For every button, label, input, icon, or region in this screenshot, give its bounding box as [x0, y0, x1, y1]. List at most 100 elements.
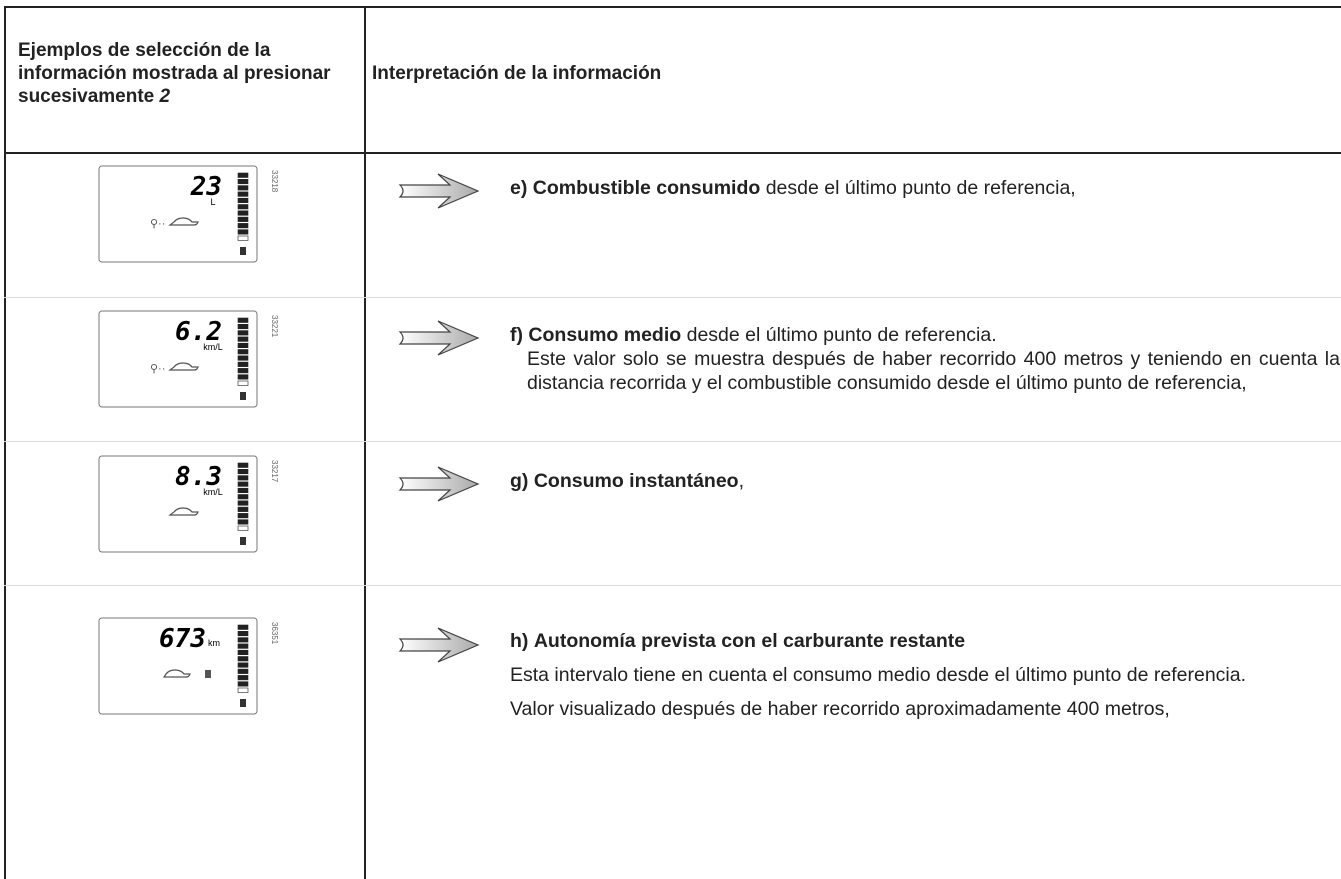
lcd-unit: L — [210, 197, 215, 207]
table-border — [4, 6, 6, 879]
arrow-shape — [398, 173, 480, 209]
gauge-segment — [237, 462, 249, 468]
row-heading: e) Combustible consumido desde el último… — [510, 176, 1340, 200]
gauge-segment — [237, 668, 249, 674]
gauge-segment — [237, 662, 249, 668]
gauge-segment — [237, 494, 249, 500]
gauge-segment — [237, 656, 249, 662]
image-code: 33221 — [270, 315, 279, 338]
row-heading: g) Consumo instantáneo, — [510, 469, 1340, 493]
header-ref: 2 — [159, 86, 171, 107]
paragraph: Esta intervalo tiene en cuenta el consum… — [510, 664, 1247, 686]
gauge-segment — [237, 342, 249, 349]
pump-icon — [240, 699, 246, 707]
car-icon — [168, 217, 199, 226]
car-icon — [168, 362, 199, 371]
lcd-unit: km — [208, 638, 220, 648]
lcd-display: 673 km 36351 — [98, 617, 279, 715]
gauge-segment — [237, 631, 249, 637]
image-code: 33217 — [270, 460, 279, 483]
row-text: f) Consumo medio desde el último punto d… — [510, 323, 1340, 395]
gauge-segment — [237, 643, 249, 649]
gauge-segment — [237, 361, 249, 367]
pump-icon — [240, 392, 246, 400]
gauge-segment — [237, 649, 249, 656]
car-icon — [162, 669, 191, 678]
gauge-segment — [237, 380, 249, 386]
lcd-frame — [98, 165, 258, 263]
gauge-segment — [237, 525, 249, 531]
gauge-segment — [237, 324, 249, 330]
pump-icon — [240, 537, 246, 545]
gauge-segment — [237, 172, 249, 178]
item-title: Consumo instantáneo — [533, 470, 739, 492]
table-border — [4, 152, 1341, 154]
lcd-reading: 673 — [159, 624, 206, 654]
gauge-segment — [237, 624, 249, 630]
item-label: h) — [510, 630, 529, 652]
lcd-frame — [98, 617, 258, 715]
pump-icon — [205, 670, 211, 678]
gauge-segment — [237, 235, 249, 241]
row-separator — [4, 585, 1341, 586]
lcd-display: 8.3km/L 33217 — [98, 455, 279, 553]
gauge-segment — [237, 500, 249, 506]
key-icon: ⚲·· — [150, 363, 165, 375]
gauge-segment — [237, 336, 249, 342]
image-code: 33218 — [270, 170, 279, 193]
item-label: f) — [510, 324, 523, 346]
gauge-segment — [237, 349, 249, 355]
gauge-segment — [237, 355, 249, 361]
key-icon: ⚲·· — [150, 218, 165, 230]
arrow-shape — [398, 320, 480, 356]
paragraph: Este valor solo se muestra después de ha… — [527, 348, 1340, 394]
lcd-reading: 23 — [190, 172, 222, 202]
lcd-frame — [98, 455, 258, 553]
gauge-segment — [237, 637, 249, 643]
pump-icon — [240, 247, 246, 255]
gauge-segment — [237, 481, 249, 487]
gauge-segment — [237, 374, 249, 380]
row-separator — [4, 441, 1341, 442]
arrow-icon — [398, 173, 480, 209]
gauge-segment — [237, 368, 249, 374]
item-label: g) — [510, 470, 529, 492]
lcd-display: 6.2km/L ⚲·· 33221 — [98, 310, 279, 408]
gauge-segment — [237, 191, 249, 197]
gauge-segment — [237, 317, 249, 323]
lcd-unit: km/L — [203, 342, 223, 352]
gauge-segment — [237, 506, 249, 512]
gauge-segment — [237, 210, 249, 216]
item-text: desde el último punto de referencia, — [760, 177, 1076, 199]
row-separator — [4, 297, 1341, 298]
gauge-segment — [237, 675, 249, 681]
header-text: Interpretación de la información — [372, 63, 662, 84]
table-border — [4, 6, 1341, 8]
item-text: , — [738, 470, 745, 492]
arrow-icon — [398, 627, 480, 663]
gauge-segment — [237, 519, 249, 525]
gauge-segment — [237, 185, 249, 191]
gauge-segment — [237, 475, 249, 481]
arrow-shape — [398, 466, 480, 502]
row-text: h) Autonomía prevista con el carburante … — [510, 629, 1340, 721]
gauge-segment — [237, 687, 249, 693]
header-cell: Ejemplos de selección de la información … — [18, 39, 348, 108]
row-text: e) Combustible consumido desde el último… — [510, 176, 1340, 200]
gauge-segment — [237, 487, 249, 494]
gauge-segment — [237, 179, 249, 185]
item-text: desde el último punto de referencia. — [681, 324, 997, 346]
lcd-reading: 8.3 — [175, 462, 222, 492]
paragraph: Valor visualizado después de haber recor… — [510, 698, 1170, 720]
lcd-frame — [98, 310, 258, 408]
image-code: 36351 — [270, 622, 279, 645]
gauge-segment — [237, 204, 249, 210]
item-label: e) — [510, 177, 528, 199]
lcd-display: 23L ⚲·· 33218 — [98, 165, 279, 263]
arrow-shape — [398, 627, 480, 663]
row-heading: f) Consumo medio desde el último punto d… — [510, 323, 1340, 347]
gauge-segment — [237, 513, 249, 519]
gauge-segment — [237, 681, 249, 687]
gauge-segment — [237, 469, 249, 475]
gauge-segment — [237, 223, 249, 229]
